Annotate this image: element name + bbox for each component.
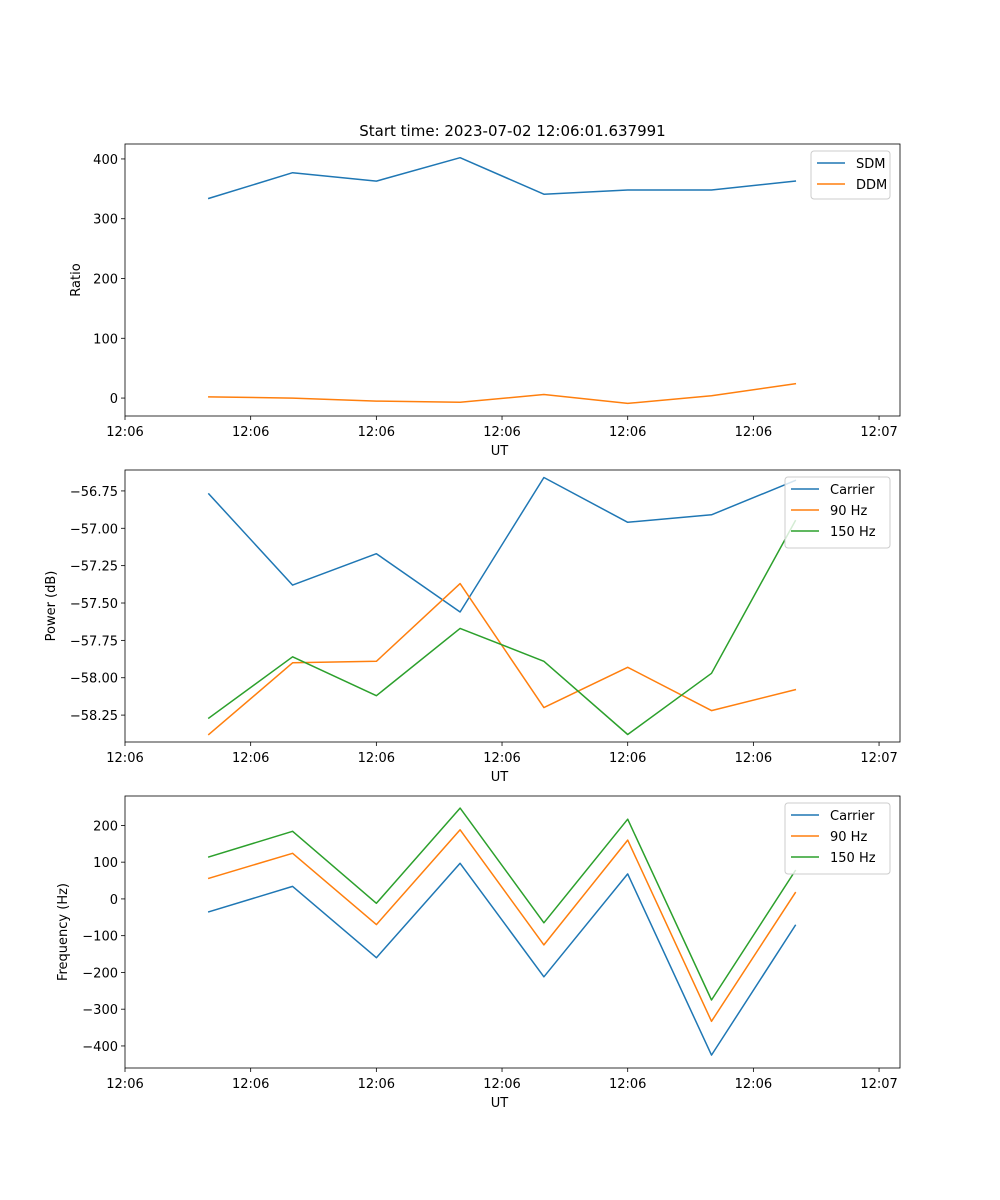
x-tick-label: 12:06 bbox=[358, 425, 395, 440]
x-tick-label: 12:06 bbox=[106, 425, 143, 440]
chart-title: Start time: 2023-07-02 12:06:01.637991 bbox=[359, 122, 665, 140]
x-tick-label: 12:06 bbox=[232, 425, 269, 440]
y-tick-label: −58.25 bbox=[70, 709, 118, 724]
legend: Carrier 90 Hz 150 Hz bbox=[784, 802, 891, 875]
legend: Carrier 90 Hz 150 Hz bbox=[784, 476, 891, 549]
y-tick-label: 200 bbox=[93, 273, 118, 288]
series-line-ddm bbox=[208, 382, 797, 405]
x-tick-label: 12:07 bbox=[860, 751, 897, 766]
y-tick-label: 0 bbox=[110, 392, 118, 407]
legend-label: 150 Hz bbox=[830, 525, 876, 540]
y-tick-label: −57.75 bbox=[70, 634, 118, 649]
x-tick-label: 12:06 bbox=[483, 425, 520, 440]
axes-frame bbox=[124, 469, 901, 743]
x-tick-label: 12:06 bbox=[106, 751, 143, 766]
series-line-carrier bbox=[207, 476, 797, 613]
x-axis-label: UT bbox=[491, 1096, 509, 1111]
series-line-carrier bbox=[207, 862, 797, 1056]
y-tick-label: 400 bbox=[93, 153, 118, 168]
x-tick-label: 12:06 bbox=[483, 1077, 520, 1092]
y-tick-label: −57.00 bbox=[70, 522, 118, 537]
legend-label: Carrier bbox=[830, 809, 875, 824]
y-tick-label: −56.75 bbox=[70, 485, 118, 500]
y-tick-label: 100 bbox=[93, 856, 118, 871]
chart-panel-1: 12:06 12:06 12:06 12:06 12:06 12:06 12:07 0 100 2… bbox=[69, 143, 901, 459]
y-axis-label: Frequency (Hz) bbox=[56, 883, 71, 981]
legend-label: 150 Hz bbox=[830, 851, 876, 866]
series-line-90-hz bbox=[207, 829, 797, 1023]
x-tick-label: 12:06 bbox=[609, 751, 646, 766]
y-tick-label: −57.50 bbox=[70, 597, 118, 612]
y-tick-label: 0 bbox=[110, 893, 118, 908]
series-line-sdm bbox=[207, 156, 797, 200]
chart-panel-2: 12:06 12:06 12:06 12:06 12:06 12:06 12:07 −56.7… bbox=[44, 469, 901, 785]
y-tick-label: −57.25 bbox=[70, 560, 118, 575]
x-tick-label: 12:06 bbox=[735, 425, 772, 440]
y-tick-label: −100 bbox=[82, 930, 118, 945]
panels: 12:06 12:06 12:06 12:06 12:06 12:06 12:07 0 100 2… bbox=[44, 143, 901, 1111]
x-tick-label: 12:06 bbox=[358, 751, 395, 766]
legend-label: DDM bbox=[856, 178, 887, 193]
x-tick-label: 12:06 bbox=[609, 425, 646, 440]
x-tick-label: 12:07 bbox=[860, 425, 897, 440]
axes-frame bbox=[124, 795, 901, 1069]
chart-panel-3: 12:06 12:06 12:06 12:06 12:06 12:06 12:07 200 10… bbox=[56, 795, 901, 1111]
y-tick-label: −200 bbox=[82, 966, 118, 981]
legend: SDM DDM bbox=[810, 150, 891, 200]
y-tick-label: −300 bbox=[82, 1003, 118, 1018]
x-axis-label: UT bbox=[491, 444, 509, 459]
x-tick-label: 12:06 bbox=[232, 1077, 269, 1092]
y-axis-label: Ratio bbox=[69, 263, 84, 296]
y-tick-label: 200 bbox=[93, 819, 118, 834]
x-tick-label: 12:06 bbox=[735, 751, 772, 766]
legend-label: Carrier bbox=[830, 483, 875, 498]
x-tick-label: 12:06 bbox=[735, 1077, 772, 1092]
x-tick-label: 12:06 bbox=[106, 1077, 143, 1092]
x-axis-label: UT bbox=[491, 770, 509, 785]
x-tick-label: 12:06 bbox=[232, 751, 269, 766]
axes-frame bbox=[124, 143, 901, 417]
legend-label: SDM bbox=[856, 157, 885, 172]
series-line-150-hz bbox=[207, 519, 797, 736]
x-tick-label: 12:06 bbox=[358, 1077, 395, 1092]
x-tick-label: 12:06 bbox=[609, 1077, 646, 1092]
y-tick-label: −58.00 bbox=[70, 672, 118, 687]
y-tick-label: 300 bbox=[93, 213, 118, 228]
series-line-150-hz bbox=[207, 807, 797, 1001]
x-tick-label: 12:07 bbox=[860, 1077, 897, 1092]
y-tick-label: −400 bbox=[82, 1040, 118, 1055]
x-tick-label: 12:06 bbox=[483, 751, 520, 766]
y-axis-label: Power (dB) bbox=[44, 571, 59, 642]
y-tick-label: 100 bbox=[93, 332, 118, 347]
legend-label: 90 Hz bbox=[830, 830, 867, 845]
legend-label: 90 Hz bbox=[830, 504, 867, 519]
